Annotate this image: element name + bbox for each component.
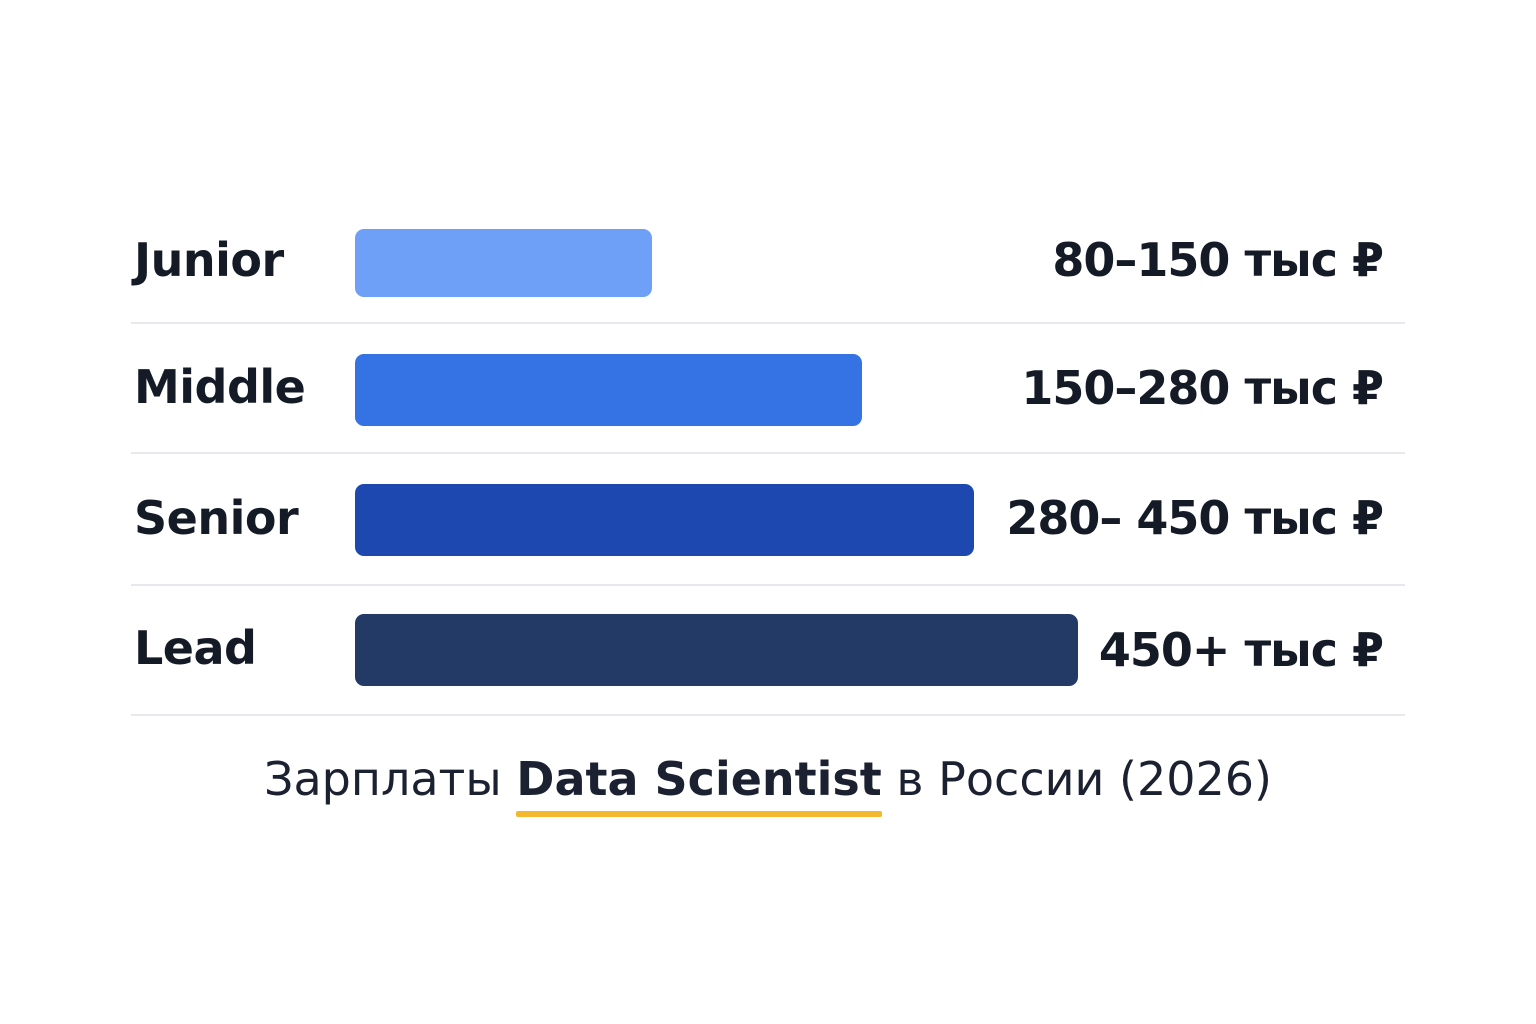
caption-underline xyxy=(516,811,882,818)
caption-highlight-text: Data Scientist xyxy=(516,752,882,806)
category-label-senior: Senior xyxy=(134,491,299,545)
value-label-middle: 150–280 тыс ₽ xyxy=(1021,361,1384,415)
caption-suffix: в России (2026) xyxy=(881,752,1272,806)
row-divider-lead xyxy=(131,714,1405,716)
row-divider-junior xyxy=(131,322,1405,324)
caption-prefix: Зарплаты xyxy=(264,752,517,806)
caption-highlight: Data Scientist xyxy=(516,752,882,818)
category-label-junior: Junior xyxy=(134,233,284,287)
row-divider-middle xyxy=(131,452,1405,454)
bar-lead xyxy=(355,614,1078,686)
value-label-senior: 280– 450 тыс ₽ xyxy=(1006,491,1384,545)
bar-middle xyxy=(355,354,862,426)
value-label-lead: 450+ тыс ₽ xyxy=(1098,623,1384,677)
row-divider-senior xyxy=(131,584,1405,586)
category-label-lead: Lead xyxy=(134,621,257,675)
chart-caption: Зарплаты Data Scientist в России (2026) xyxy=(0,752,1536,818)
bar-junior xyxy=(355,229,652,297)
category-label-middle: Middle xyxy=(134,360,306,414)
bar-senior xyxy=(355,484,974,556)
value-label-junior: 80–150 тыс ₽ xyxy=(1052,233,1384,287)
